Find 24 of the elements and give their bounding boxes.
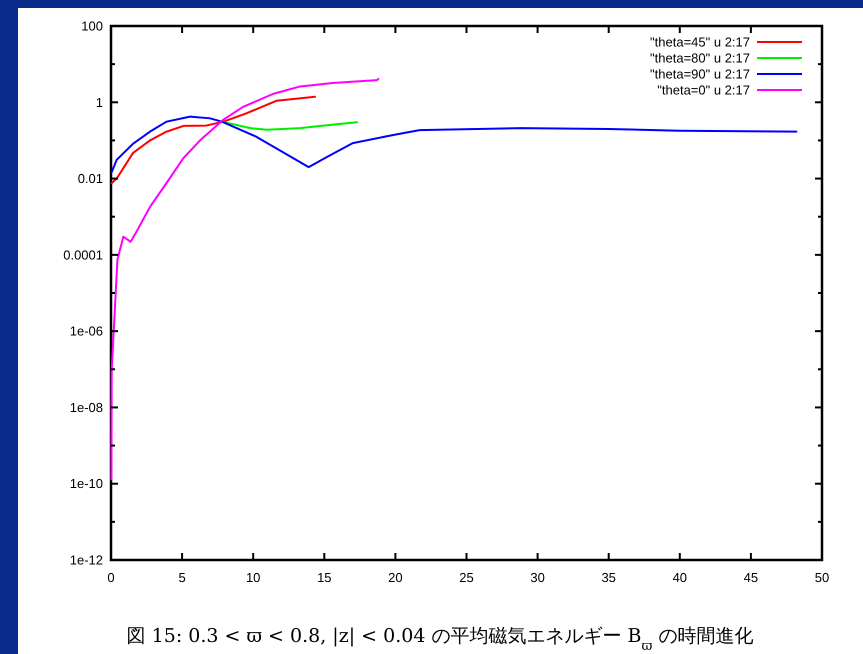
x-tick-label: 20 <box>388 570 403 585</box>
x-tick-label: 5 <box>178 570 186 585</box>
y-tick-label: 1e-06 <box>70 324 103 339</box>
y-tick-label: 1e-12 <box>70 552 103 568</box>
x-tick-label: 10 <box>246 570 260 585</box>
legend-label: "theta=80" u 2:17 <box>650 50 750 66</box>
y-tick-label: 100 <box>81 18 103 34</box>
x-tick-label: 0 <box>107 570 115 585</box>
legend-label: "theta=45" u 2:17 <box>650 34 750 50</box>
x-tick-label: 50 <box>814 570 830 585</box>
x-tick-label: 15 <box>317 570 332 585</box>
x-tick-label: 25 <box>459 570 474 585</box>
x-tick-label: 35 <box>601 570 616 585</box>
y-tick-label: 1e-08 <box>70 400 103 415</box>
x-tick-label: 45 <box>744 570 758 585</box>
legend-label: "theta=90" u 2:17 <box>650 66 750 82</box>
y-tick-label: 1 <box>96 94 103 110</box>
legend-label: "theta=0" u 2:17 <box>657 82 750 98</box>
x-tick-label: 40 <box>672 570 688 585</box>
y-tick-label: 0.01 <box>78 171 103 186</box>
caption: 図 15: 0.3 < ϖ < 0.8, |z| < 0.04 の平均磁気エネルギー B$_{ϖ}$ の時間進化 <box>126 625 754 654</box>
y-tick-label: 0.0001 <box>63 247 103 262</box>
x-tick-label: 30 <box>530 570 545 585</box>
y-tick-label: 1e-10 <box>70 476 103 492</box>
